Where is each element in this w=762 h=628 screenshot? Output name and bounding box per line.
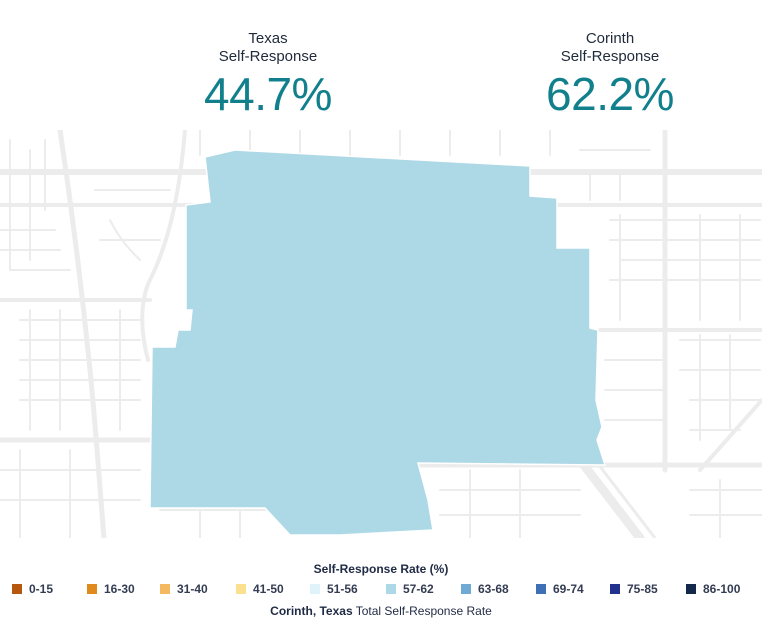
legend-item-57-62: 57-62 (386, 581, 434, 597)
map[interactable] (0, 130, 762, 538)
legend-swatch (87, 584, 97, 594)
legend-swatch (310, 584, 320, 594)
legend-label: 75-85 (627, 582, 658, 596)
legend-swatch (160, 584, 170, 594)
legend-item-69-74: 69-74 (536, 581, 584, 597)
legend-item-31-40: 31-40 (160, 581, 208, 597)
texas-stat-value: 44.7% (204, 68, 332, 120)
corinth-stat: Corinth Self-Response 62.2% (500, 30, 720, 120)
corinth-stat-value: 62.2% (546, 68, 674, 120)
legend-label: 69-74 (553, 582, 584, 596)
legend-label: 63-68 (478, 582, 509, 596)
legend-swatch (536, 584, 546, 594)
legend-label: 16-30 (104, 582, 135, 596)
legend-swatch (686, 584, 696, 594)
caption-place: Corinth, Texas (270, 604, 353, 618)
legend-item-41-50: 41-50 (236, 581, 284, 597)
corinth-region[interactable] (149, 149, 607, 536)
legend-title: Self-Response Rate (%) (313, 562, 449, 576)
legend-swatch (12, 584, 22, 594)
legend-label: 86-100 (703, 582, 741, 596)
caption-text: Total Self-Response Rate (355, 604, 492, 618)
legend-item-75-85: 75-85 (610, 581, 658, 597)
legend-item-51-56: 51-56 (310, 581, 358, 597)
legend-item-0-15: 0-15 (12, 581, 53, 597)
texas-stat: Texas Self-Response 44.7% (158, 30, 378, 120)
legend-swatch (236, 584, 246, 594)
legend-label: 57-62 (403, 582, 434, 596)
texas-stat-label-line1: Texas (248, 30, 288, 47)
legend-swatch (461, 584, 471, 594)
corinth-stat-label-line2: Self-Response (560, 48, 660, 65)
legend-swatch (610, 584, 620, 594)
legend-item-86-100: 86-100 (686, 581, 740, 597)
legend-label: 0-15 (29, 582, 54, 596)
legend-item-63-68: 63-68 (461, 581, 509, 597)
map-caption: Corinth, Texas Total Self-Response Rate (0, 604, 762, 618)
legend-swatch (386, 584, 396, 594)
legend-label: 31-40 (177, 582, 208, 596)
legend-label: 51-56 (327, 582, 358, 596)
legend: 0-15 16-30 31-40 41-50 51-56 57-62 63-68… (0, 581, 762, 597)
legend-label: 41-50 (253, 582, 284, 596)
legend-item-16-30: 16-30 (87, 581, 135, 597)
texas-stat-label-line2: Self-Response (218, 48, 318, 65)
corinth-stat-label-line1: Corinth (585, 30, 635, 47)
